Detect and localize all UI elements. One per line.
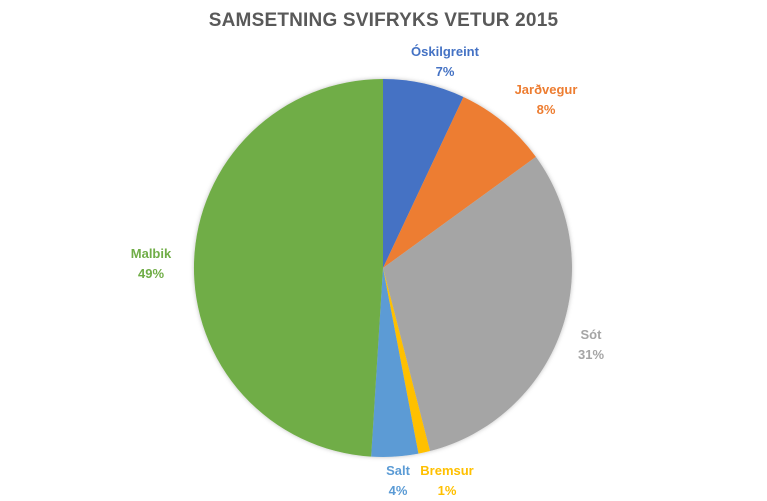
pie-slice-jarðvegur [383, 96, 536, 269]
label-name: Óskilgreint [411, 44, 479, 59]
label-value: 4% [388, 483, 408, 498]
label-value: 8% [536, 102, 556, 117]
label-value: 7% [435, 64, 455, 79]
pie-slice-óskilgreint [383, 79, 464, 268]
data-label-sot: Sót 31% [578, 325, 604, 365]
pie-slice-bremsur [383, 268, 430, 454]
label-value: 49% [137, 266, 165, 281]
label-name: Bremsur [420, 463, 474, 478]
data-label-bremsur: Bremsur 1% [420, 461, 473, 501]
data-label-oskilgreint: Óskilgreint 7% [411, 42, 479, 82]
label-name: Sót [580, 327, 602, 342]
data-label-salt: Salt 4% [386, 461, 410, 501]
label-name: Salt [386, 463, 410, 478]
pie-slice-sót [383, 156, 572, 452]
label-name: Jarðvegur [514, 82, 578, 97]
label-value: 31% [577, 347, 605, 362]
label-name: Malbik [130, 246, 172, 261]
data-label-malbik: Malbik 49% [131, 244, 171, 284]
chart-title: SAMSETNING SVIFRYKS VETUR 2015 [208, 10, 559, 31]
data-label-jardvegur: Jarðvegur 8% [515, 80, 578, 120]
label-value: 1% [437, 483, 457, 498]
pie-slice-salt [371, 268, 419, 458]
pie-slice-malbik [193, 79, 383, 457]
